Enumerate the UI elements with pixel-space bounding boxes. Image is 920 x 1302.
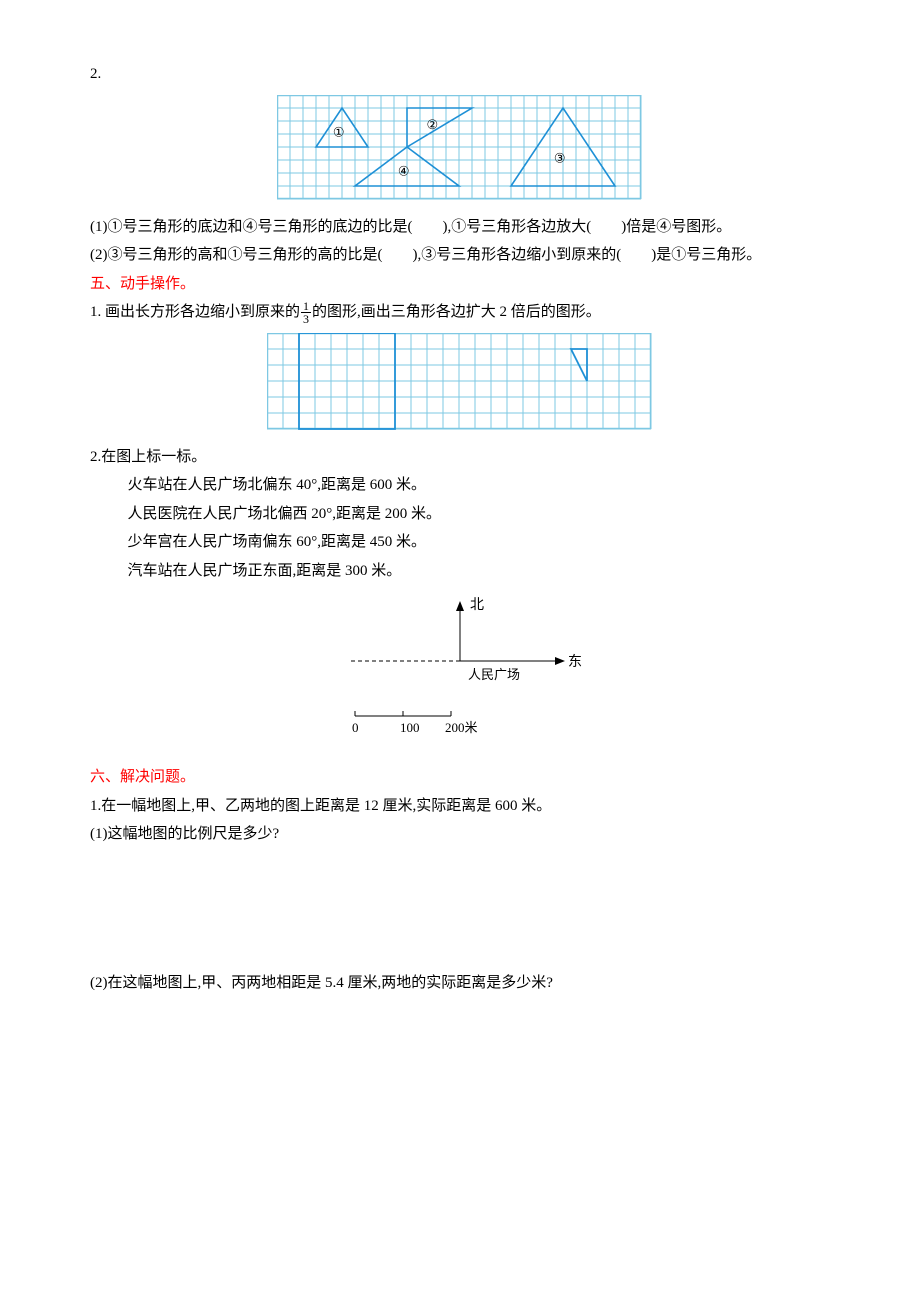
section5-title: 五、动手操作。 xyxy=(90,270,830,299)
svg-text:人民广场: 人民广场 xyxy=(468,667,520,682)
q2-part2: (2)③号三角形的高和①号三角形的高的比是( ),③号三角形各边缩小到原来的( … xyxy=(90,241,830,270)
s5-q1-post: 的图形,画出三角形各边扩大 2 倍后的图形。 xyxy=(312,304,601,320)
q2-part1: (1)①号三角形的底边和④号三角形的底边的比是( ),①号三角形各边放大( )倍… xyxy=(90,213,830,242)
workspace-1 xyxy=(90,849,830,969)
svg-text:东: 东 xyxy=(568,654,582,670)
s5-q2-line1: 火车站在人民广场北偏东 40°,距离是 600 米。 xyxy=(128,471,831,500)
s6-q1: 1.在一幅地图上,甲、乙两地的图上距离是 12 厘米,实际距离是 600 米。 xyxy=(90,792,830,821)
svg-text:③: ③ xyxy=(554,150,566,165)
svg-text:100: 100 xyxy=(400,720,420,735)
s5-grid1-svg xyxy=(267,333,653,431)
frac-den: 3 xyxy=(301,313,311,325)
s5-q2-line2: 人民医院在人民广场北偏西 20°,距离是 200 米。 xyxy=(128,500,831,529)
svg-text:0: 0 xyxy=(352,720,359,735)
s5-figure1 xyxy=(90,333,830,431)
s6-q1a: (1)这幅地图的比例尺是多少? xyxy=(90,820,830,849)
svg-text:④: ④ xyxy=(398,163,410,178)
fraction: 13 xyxy=(301,300,311,325)
s5-q2-line3: 少年宫在人民广场南偏东 60°,距离是 450 米。 xyxy=(128,528,831,557)
s5-q1-pre: 1. 画出长方形各边缩小到原来的 xyxy=(90,304,300,320)
svg-text:北: 北 xyxy=(470,597,484,613)
svg-text:①: ① xyxy=(333,124,345,139)
q2-grid-svg: ① ② ③ ④ xyxy=(277,95,643,201)
s5-q2-head: 2.在图上标一标。 xyxy=(90,443,830,472)
section6-title: 六、解决问题。 xyxy=(90,763,830,792)
svg-text:②: ② xyxy=(427,116,439,131)
s5-q1: 1. 画出长方形各边缩小到原来的13的图形,画出三角形各边扩大 2 倍后的图形。 xyxy=(90,298,830,327)
compass-svg: 北东人民广场 0 100 200米 xyxy=(310,591,610,751)
s6-q1b: (2)在这幅地图上,甲、丙两地相距是 5.4 厘米,两地的实际距离是多少米? xyxy=(90,969,830,998)
s5-q2-lines: 火车站在人民广场北偏东 40°,距离是 600 米。 人民医院在人民广场北偏西 … xyxy=(90,471,830,585)
s5-q2-line4: 汽车站在人民广场正东面,距离是 300 米。 xyxy=(128,557,831,586)
q2-figure: ① ② ③ ④ xyxy=(90,95,830,201)
compass-figure: 北东人民广场 0 100 200米 xyxy=(90,591,830,751)
svg-text:200米: 200米 xyxy=(445,720,478,735)
q2-number: 2. xyxy=(90,60,830,89)
